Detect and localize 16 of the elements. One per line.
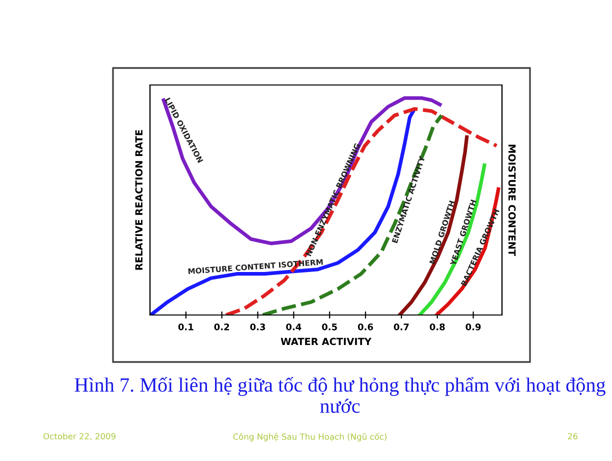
x-tick-label: 0.3	[250, 323, 266, 330]
text: 26	[568, 433, 578, 440]
x-tick-label: 0.1	[178, 323, 194, 330]
y-axis-title: RELATIVE REACTION RATE	[135, 130, 143, 270]
x-tick-label: 0.8	[430, 323, 445, 330]
y2-axis-title: MOISTURE CONTENT	[508, 144, 516, 256]
text: Công Nghệ Sau Thu Hoạch (Ngũ cốc)	[233, 432, 387, 442]
x-tick-label: 0.5	[322, 323, 337, 330]
text: October 22, 2009	[43, 432, 116, 440]
text: Hình 7. Mối liên hệ giữa tốc độ hư hỏng thực phẩm với hoạt động nước	[74, 377, 606, 413]
x-axis-title: WATER ACTIVITY	[280, 338, 372, 346]
x-tick-label: 0.9	[466, 323, 481, 330]
x-tick-label: 0.6	[358, 323, 374, 330]
x-tick-label: 0.7	[394, 323, 409, 330]
x-tick-label: 0.2	[214, 323, 230, 330]
x-tick-label: 0.4	[286, 323, 302, 330]
